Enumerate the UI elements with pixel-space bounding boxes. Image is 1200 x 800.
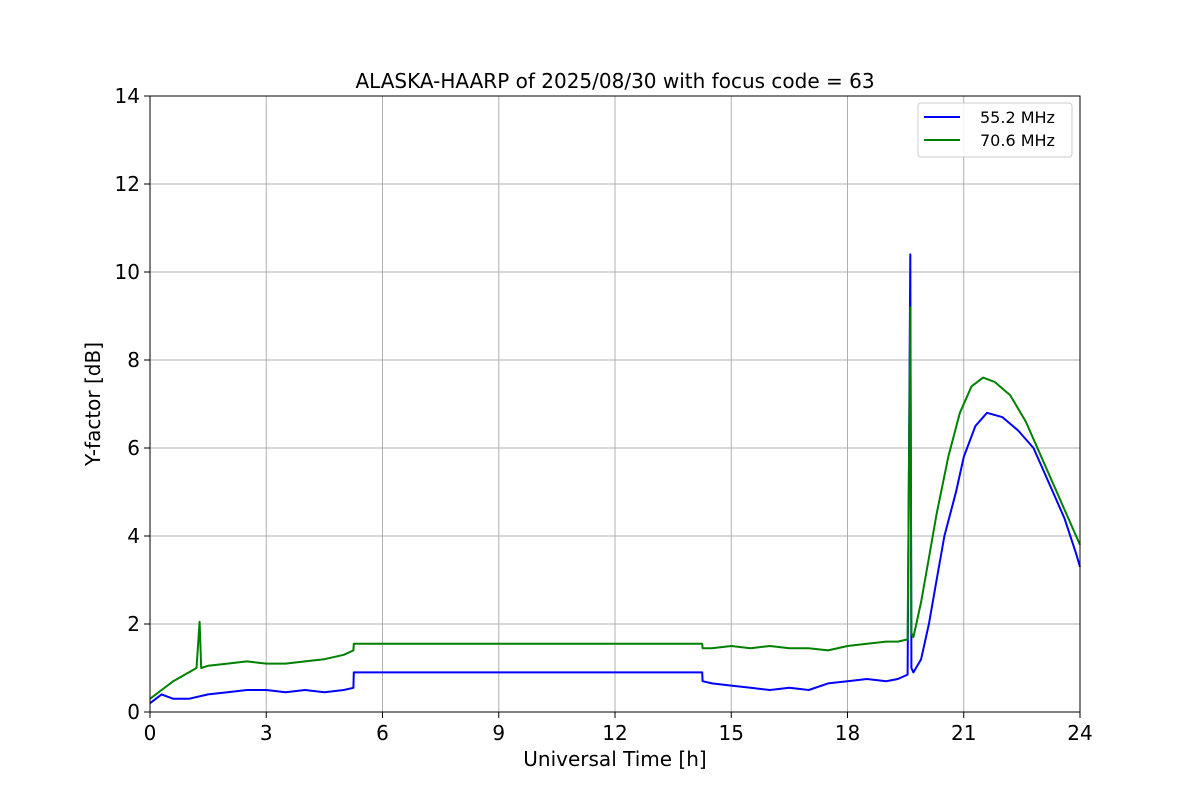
x-tick-label: 24 (1067, 721, 1092, 745)
x-tick-label: 12 (602, 721, 627, 745)
x-tick-label: 9 (492, 721, 505, 745)
legend-label-70-6: 70.6 MHz (980, 131, 1055, 150)
x-axis-ticks: 0 3 6 9 12 15 18 21 24 (144, 712, 1093, 745)
chart-title: ALASKA-HAARP of 2025/08/30 with focus co… (355, 69, 874, 93)
x-axis-label: Universal Time [h] (523, 747, 706, 771)
x-tick-label: 3 (260, 721, 273, 745)
x-tick-label: 6 (376, 721, 389, 745)
series-line-70-6-mhz (149, 306, 1081, 700)
series-line-55-2-mhz (149, 253, 1081, 704)
legend-label-55-2: 55.2 MHz (980, 108, 1055, 127)
x-tick-label: 15 (719, 721, 744, 745)
y-tick-label: 14 (115, 84, 140, 108)
plot-lines (149, 253, 1081, 704)
x-tick-label: 18 (835, 721, 860, 745)
y-axis-ticks: 0 2 4 6 8 10 12 14 (115, 84, 150, 724)
y-axis-label: Y-factor [dB] (81, 342, 105, 467)
y-tick-label: 12 (115, 172, 140, 196)
y-tick-label: 4 (127, 524, 140, 548)
legend: 55.2 MHz 70.6 MHz (917, 102, 1073, 158)
y-tick-label: 2 (127, 612, 140, 636)
y-tick-label: 10 (115, 260, 140, 284)
y-tick-label: 8 (127, 348, 140, 372)
y-tick-label: 6 (127, 436, 140, 460)
x-tick-label: 21 (951, 721, 976, 745)
x-tick-label: 0 (144, 721, 157, 745)
y-tick-label: 0 (127, 700, 140, 724)
